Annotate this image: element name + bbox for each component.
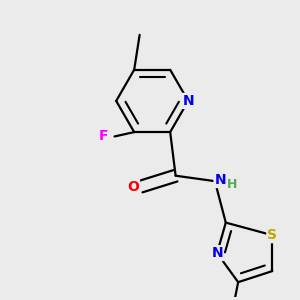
Text: N: N: [214, 173, 226, 187]
Text: N: N: [211, 246, 223, 260]
Text: O: O: [127, 180, 139, 194]
Text: F: F: [99, 130, 108, 143]
Text: N: N: [182, 94, 194, 108]
Text: S: S: [267, 228, 277, 242]
Text: H: H: [227, 178, 238, 191]
